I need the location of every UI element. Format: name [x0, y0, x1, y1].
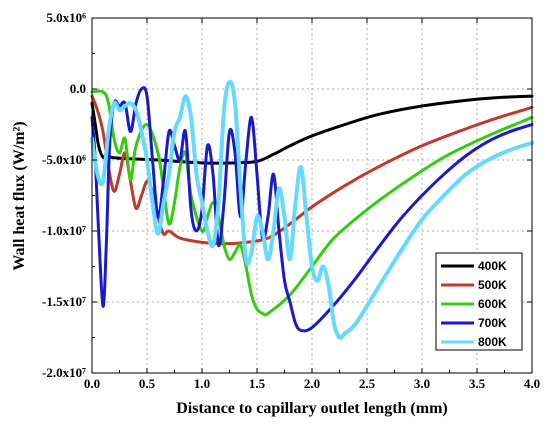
y-tick-label: 5.0x10⁶: [46, 10, 86, 25]
x-tick-label: 0.5: [139, 376, 156, 391]
x-tick-label: 2.0: [304, 376, 320, 391]
x-tick-label: 0.0: [84, 376, 100, 391]
y-tick-label: -1.5x10⁷: [42, 294, 86, 309]
x-axis-title: Distance to capillary outlet length (mm): [176, 400, 448, 417]
y-tick-label: -2.0x10⁷: [42, 365, 86, 380]
legend-label-400K: 400K: [478, 259, 507, 273]
x-tick-labels: 0.0 0.5 1.0 1.5 2.0 2.5 3.0 3.5 4.0: [84, 376, 540, 391]
legend: 400K 500K 600K 700K 800K: [435, 252, 523, 351]
x-tick-label: 1.0: [194, 376, 210, 391]
y-tick-labels: 5.0x10⁶ 0.0 -5.0x10⁶ -1.0x10⁷ -1.5x10⁷ -2.0x1…: [42, 10, 86, 380]
series-group: [90, 79, 534, 340]
legend-label-500K: 500K: [478, 278, 507, 292]
legend-box: [435, 252, 523, 351]
x-tick-label: 4.0: [524, 376, 540, 391]
axis-ticks: [91, 17, 533, 374]
x-tick-label: 1.5: [249, 376, 266, 391]
y-tick-label: -1.0x10⁷: [42, 223, 86, 238]
legend-label-600K: 600K: [478, 297, 507, 311]
y-axis-title: Wall heat flux (W/m²): [11, 121, 28, 270]
legend-label-800K: 800K: [478, 335, 507, 349]
legend-label-700K: 700K: [478, 316, 507, 330]
y-tick-label: 0.0: [70, 81, 86, 96]
series-line-800K: [90, 79, 534, 340]
x-tick-label: 3.5: [469, 376, 486, 391]
x-tick-label: 3.0: [414, 376, 430, 391]
y-tick-label: -5.0x10⁶: [42, 152, 86, 167]
series-line-500K: [90, 94, 534, 246]
x-tick-label: 2.5: [359, 376, 376, 391]
